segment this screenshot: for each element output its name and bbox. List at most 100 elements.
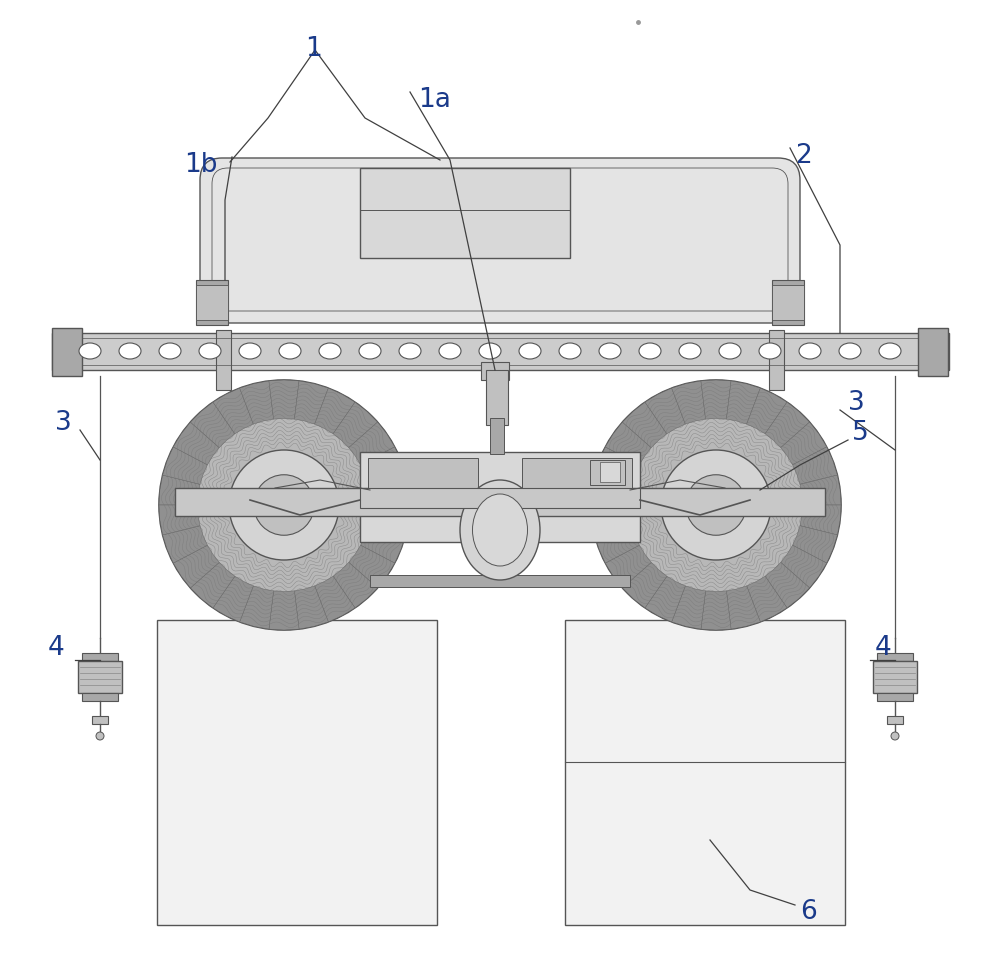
- Ellipse shape: [639, 343, 661, 359]
- Circle shape: [891, 732, 899, 740]
- Bar: [873, 661, 917, 693]
- Polygon shape: [213, 576, 253, 622]
- Bar: [486, 370, 508, 425]
- Bar: [92, 716, 108, 724]
- Polygon shape: [591, 505, 632, 535]
- Polygon shape: [173, 546, 219, 588]
- Ellipse shape: [239, 343, 261, 359]
- Ellipse shape: [839, 343, 861, 359]
- Polygon shape: [605, 546, 651, 588]
- Polygon shape: [765, 562, 810, 608]
- Ellipse shape: [473, 494, 528, 566]
- Bar: [590, 460, 625, 485]
- Polygon shape: [747, 388, 787, 433]
- Ellipse shape: [319, 343, 341, 359]
- Bar: [530, 488, 825, 516]
- Bar: [565, 620, 845, 925]
- Polygon shape: [213, 388, 253, 433]
- Polygon shape: [190, 402, 235, 448]
- Bar: [360, 488, 640, 508]
- Polygon shape: [368, 505, 409, 535]
- Text: 4: 4: [875, 635, 892, 661]
- Text: 4: 4: [48, 635, 65, 661]
- Bar: [52, 328, 82, 376]
- Polygon shape: [163, 526, 207, 563]
- Polygon shape: [190, 562, 235, 608]
- Bar: [78, 661, 122, 693]
- Bar: [600, 462, 620, 482]
- Polygon shape: [349, 546, 395, 588]
- Polygon shape: [793, 526, 837, 563]
- Ellipse shape: [79, 343, 101, 359]
- Polygon shape: [333, 562, 378, 608]
- Bar: [877, 693, 913, 701]
- Polygon shape: [726, 586, 760, 630]
- Ellipse shape: [799, 343, 821, 359]
- Polygon shape: [294, 586, 328, 630]
- Polygon shape: [173, 422, 219, 465]
- Bar: [772, 280, 804, 325]
- Ellipse shape: [879, 343, 901, 359]
- Polygon shape: [701, 380, 731, 419]
- Polygon shape: [269, 590, 299, 630]
- Bar: [877, 653, 913, 661]
- Ellipse shape: [519, 343, 541, 359]
- Bar: [490, 418, 504, 454]
- Polygon shape: [361, 526, 405, 563]
- Ellipse shape: [460, 480, 540, 580]
- Polygon shape: [645, 388, 685, 433]
- Polygon shape: [361, 447, 405, 484]
- Polygon shape: [591, 475, 632, 505]
- Polygon shape: [793, 447, 837, 484]
- Ellipse shape: [199, 343, 221, 359]
- Bar: [522, 458, 632, 503]
- Bar: [481, 362, 509, 380]
- Bar: [157, 620, 437, 925]
- Circle shape: [96, 732, 104, 740]
- Text: 1: 1: [305, 36, 321, 62]
- Circle shape: [254, 474, 314, 535]
- Polygon shape: [800, 505, 841, 535]
- Polygon shape: [645, 576, 685, 622]
- Circle shape: [686, 474, 746, 535]
- Polygon shape: [163, 447, 207, 484]
- Polygon shape: [622, 562, 667, 608]
- Bar: [360, 452, 640, 542]
- Polygon shape: [159, 475, 200, 505]
- Bar: [769, 330, 784, 390]
- Bar: [772, 285, 804, 320]
- Polygon shape: [701, 590, 731, 630]
- Polygon shape: [349, 422, 395, 465]
- Circle shape: [591, 380, 841, 630]
- Bar: [196, 285, 228, 320]
- Ellipse shape: [359, 343, 381, 359]
- Bar: [918, 328, 948, 376]
- Text: 2: 2: [795, 143, 812, 169]
- Polygon shape: [747, 576, 787, 622]
- Ellipse shape: [159, 343, 181, 359]
- Circle shape: [661, 450, 771, 560]
- Polygon shape: [368, 475, 409, 505]
- Polygon shape: [672, 381, 706, 425]
- Polygon shape: [800, 475, 841, 505]
- Bar: [368, 458, 478, 503]
- Polygon shape: [605, 422, 651, 465]
- Bar: [360, 168, 570, 258]
- Ellipse shape: [119, 343, 141, 359]
- Ellipse shape: [439, 343, 461, 359]
- Bar: [370, 575, 630, 587]
- Ellipse shape: [559, 343, 581, 359]
- Ellipse shape: [279, 343, 301, 359]
- Text: 1b: 1b: [184, 152, 218, 178]
- Polygon shape: [159, 505, 200, 535]
- Polygon shape: [294, 381, 328, 425]
- Text: 3: 3: [848, 390, 865, 416]
- Polygon shape: [622, 402, 667, 448]
- Polygon shape: [781, 546, 827, 588]
- Text: 5: 5: [852, 420, 869, 446]
- Text: 3: 3: [55, 410, 72, 436]
- Polygon shape: [672, 586, 706, 630]
- Polygon shape: [781, 422, 827, 465]
- Ellipse shape: [759, 343, 781, 359]
- Circle shape: [159, 380, 409, 630]
